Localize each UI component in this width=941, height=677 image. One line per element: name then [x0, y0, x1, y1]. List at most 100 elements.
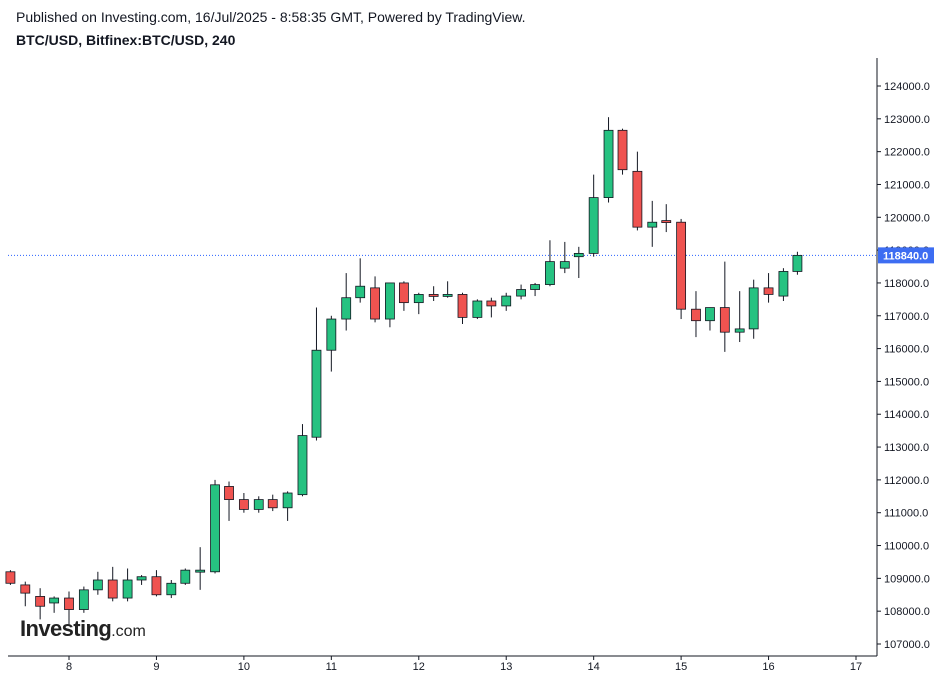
candle-body-up — [180, 569, 191, 584]
candle-body-up — [472, 300, 483, 318]
candle — [545, 240, 555, 287]
candle — [691, 291, 701, 338]
y-tick-label: 113000.0 — [884, 442, 929, 454]
candle — [472, 299, 483, 320]
candles-layer — [5, 117, 803, 625]
y-tick-label: 121000.0 — [884, 179, 930, 191]
candle-body-up — [792, 254, 803, 272]
candle — [399, 281, 409, 311]
candle — [603, 117, 614, 203]
candle — [195, 547, 206, 590]
y-tick-label: 112000.0 — [884, 475, 929, 487]
y-tick-label: 108000.0 — [884, 606, 930, 618]
candle-body-up — [311, 349, 322, 438]
candle — [267, 494, 278, 512]
y-tick-label: 118000.0 — [884, 278, 929, 290]
y-tick-label: 124000.0 — [884, 81, 930, 93]
y-tick-label: 109000.0 — [884, 573, 930, 585]
candle — [573, 246, 584, 279]
candle-body-down — [486, 300, 497, 307]
candle-body-up — [442, 294, 453, 297]
candle-body-down — [632, 170, 643, 228]
candle-body-down — [64, 597, 74, 610]
x-tick-label: 13 — [500, 661, 512, 673]
candle — [763, 273, 774, 303]
y-tick-label: 107000.0 — [884, 639, 930, 651]
x-tick-label: 12 — [413, 661, 425, 673]
candle-body-down — [428, 294, 439, 297]
candle — [107, 566, 118, 602]
candle — [78, 586, 89, 613]
candle-body-down — [457, 294, 468, 318]
candle — [530, 282, 540, 297]
candle — [238, 493, 249, 513]
candle — [748, 279, 759, 339]
candle-body-up — [282, 492, 293, 509]
y-tick-label: 111000.0 — [884, 508, 928, 520]
candle — [647, 200, 658, 247]
candle-body-up — [210, 484, 220, 573]
candle — [676, 218, 687, 320]
published-info: Published on Investing.com, 16/Jul/2025 … — [16, 9, 526, 25]
x-tick-label: 11 — [326, 661, 337, 673]
candle-body-up — [326, 318, 337, 351]
x-tick-label: 10 — [238, 661, 250, 673]
candle — [355, 258, 366, 303]
x-tick-label: 8 — [66, 661, 72, 673]
candle — [370, 276, 380, 323]
x-tick-label: 17 — [850, 661, 862, 673]
current-price-badge — [878, 247, 934, 264]
candle — [151, 570, 162, 597]
candle-body-up — [559, 261, 570, 269]
candle-body-down — [267, 499, 278, 509]
y-tick-label: 110000.0 — [884, 541, 929, 553]
candle-body-down — [5, 571, 16, 584]
logo-brand: Investing — [20, 616, 112, 641]
candle — [516, 284, 526, 300]
y-axis-ticks: 107000.0 108000.0 109000.0 110000.0 111000.0… — [877, 81, 930, 651]
candle-body-up — [136, 576, 147, 581]
candle-body-down — [238, 499, 249, 510]
candle — [92, 571, 103, 595]
candle — [486, 297, 497, 318]
candle — [326, 315, 337, 372]
y-tick-label: 117000.0 — [884, 311, 929, 323]
candle-body-up — [195, 569, 206, 573]
candle — [617, 128, 628, 175]
candle — [501, 292, 512, 311]
candle — [166, 579, 177, 599]
candle-body-down — [763, 287, 774, 295]
candle — [734, 291, 745, 343]
y-tick-label: 116000.0 — [884, 344, 929, 356]
candle-body-down — [617, 129, 628, 171]
x-tick-label: 14 — [588, 661, 600, 673]
current-price-label: 118840.0 — [878, 247, 934, 264]
candle — [5, 570, 16, 585]
candle-body-up — [516, 289, 526, 297]
x-axis-ticks: 8 9 10 11 12 13 14 15 16 17 — [66, 656, 862, 673]
logo-tld: .com — [111, 623, 146, 640]
candle — [385, 282, 395, 328]
candle-body-up — [573, 252, 584, 258]
candle — [428, 286, 439, 301]
candle — [311, 307, 322, 441]
candle-body-down — [691, 308, 701, 322]
candle-body-up — [501, 295, 512, 307]
candle — [35, 588, 46, 620]
candle — [49, 596, 60, 613]
candle-body-down — [35, 596, 46, 607]
candle-body-down — [151, 576, 162, 596]
candle-body-up — [530, 284, 540, 290]
candle — [282, 491, 293, 521]
candle — [661, 204, 672, 233]
candle-body-up — [92, 579, 103, 591]
current-price-value: 118840.0 — [883, 250, 928, 262]
candle-body-down — [399, 282, 409, 304]
x-tick-label: 9 — [153, 661, 159, 673]
candle-body-up — [778, 271, 789, 297]
candle — [413, 292, 424, 315]
y-tick-label: 114000.0 — [884, 409, 929, 421]
axes-layer — [8, 58, 878, 657]
candle — [705, 307, 715, 331]
